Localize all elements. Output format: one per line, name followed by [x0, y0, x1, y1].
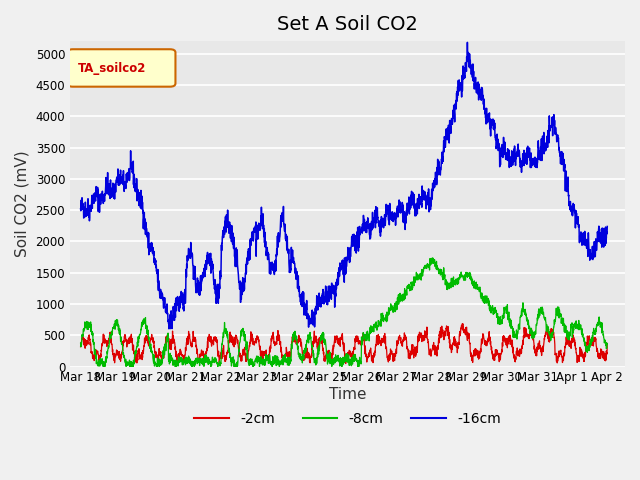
-16cm	[165, 326, 173, 332]
Legend: -2cm, -8cm, -16cm: -2cm, -8cm, -16cm	[189, 406, 506, 432]
-16cm	[604, 224, 611, 229]
-2cm	[198, 352, 206, 358]
-2cm	[409, 342, 417, 348]
-2cm	[569, 338, 577, 344]
-8cm	[604, 341, 611, 347]
X-axis label: Time: Time	[329, 387, 366, 402]
-8cm	[429, 255, 436, 261]
-8cm	[409, 285, 417, 290]
-8cm	[569, 330, 577, 336]
-16cm	[448, 116, 456, 121]
-8cm	[199, 362, 207, 368]
-16cm	[463, 39, 471, 45]
Title: Set A Soil CO2: Set A Soil CO2	[277, 15, 418, 34]
Line: -16cm: -16cm	[81, 42, 607, 329]
-8cm	[544, 324, 552, 329]
-16cm	[77, 206, 84, 212]
-16cm	[603, 228, 611, 234]
-2cm	[342, 360, 349, 366]
-8cm	[603, 345, 611, 351]
Text: TA_soilco2: TA_soilco2	[78, 61, 147, 74]
-2cm	[458, 321, 466, 326]
-2cm	[448, 349, 456, 355]
Line: -2cm: -2cm	[81, 324, 607, 363]
-2cm	[603, 351, 611, 357]
-16cm	[544, 128, 552, 133]
-8cm	[100, 364, 108, 370]
-16cm	[199, 270, 207, 276]
-2cm	[77, 344, 84, 349]
-2cm	[604, 341, 611, 347]
Y-axis label: Soil CO2 (mV): Soil CO2 (mV)	[15, 151, 30, 257]
Line: -8cm: -8cm	[81, 258, 607, 367]
-8cm	[448, 280, 456, 286]
-2cm	[544, 334, 552, 340]
-8cm	[77, 340, 84, 346]
FancyBboxPatch shape	[67, 49, 175, 87]
-16cm	[409, 190, 417, 195]
-16cm	[569, 207, 577, 213]
